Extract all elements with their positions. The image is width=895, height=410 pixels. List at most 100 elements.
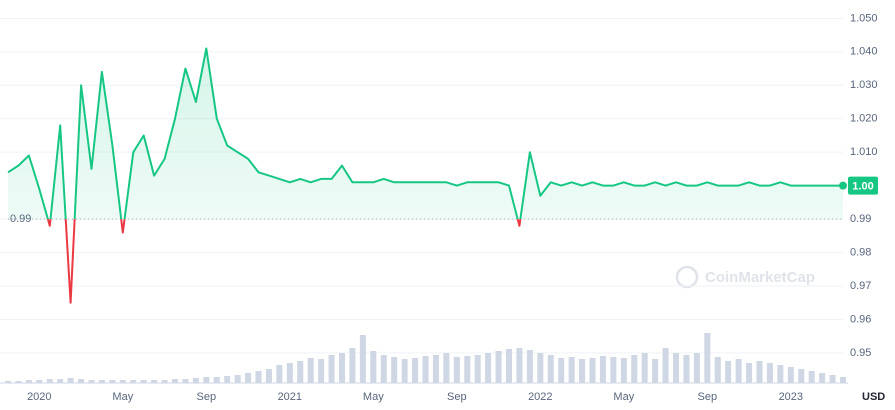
volume-bar: [829, 375, 836, 383]
x-tick-label: Sep: [447, 391, 467, 403]
volume-bar: [182, 379, 189, 383]
volume-bar: [735, 359, 742, 383]
watermark: CoinMarketCap: [675, 265, 815, 289]
volume-bar: [506, 349, 512, 383]
price-line: [7, 47, 843, 220]
volume-bar: [297, 361, 304, 383]
volume-bar: [161, 380, 168, 383]
volume-bar: [286, 363, 293, 383]
volume-bar: [683, 355, 690, 383]
volume-bar: [370, 351, 377, 383]
volume-bar: [130, 380, 137, 383]
current-dot: [839, 181, 847, 190]
volume-bar: [589, 358, 596, 383]
volume-bar: [25, 380, 32, 383]
volume-bar: [203, 377, 210, 383]
volume-bar: [88, 380, 95, 383]
volume-bar: [412, 358, 419, 383]
volume-bar: [558, 358, 565, 383]
y-tick-label: 1.010: [850, 146, 878, 158]
volume-bar: [516, 348, 523, 383]
volume-bar: [432, 355, 439, 383]
volume-bar: [526, 350, 533, 383]
volume-bar: [641, 353, 648, 383]
volume-bar: [46, 379, 53, 383]
volume-bar: [766, 363, 773, 383]
volume-bar: [276, 365, 283, 383]
current-price-label: 1.00: [852, 181, 873, 193]
volume-bar: [422, 356, 429, 383]
volume-bar: [265, 369, 272, 383]
volume-bar: [673, 353, 679, 383]
y-tick-label: 0.99: [850, 213, 871, 225]
y-tick-label: 1.050: [850, 12, 878, 24]
currency-label: USD: [862, 391, 885, 403]
volume-bar: [568, 357, 575, 383]
x-tick-label: 2021: [278, 391, 302, 403]
volume-bar: [495, 351, 502, 383]
watermark-text: CoinMarketCap: [705, 269, 815, 286]
volume-bar: [798, 369, 805, 383]
y-tick-label: 1.040: [850, 46, 878, 58]
y-tick-label: 0.98: [850, 246, 871, 258]
volume-bar: [339, 353, 345, 383]
volume-bar: [537, 353, 544, 383]
volume-bar: [610, 357, 617, 383]
volume-bar: [464, 356, 471, 383]
volume-bar: [119, 380, 126, 383]
volume-bar: [756, 361, 763, 383]
volume-bar: [234, 375, 241, 383]
volume-bar: [725, 361, 732, 383]
volume-bar: [380, 355, 387, 383]
volume-bar: [391, 357, 398, 383]
volume-bar: [693, 353, 700, 383]
y-tick-label: 0.97: [850, 280, 871, 292]
volume-bar: [631, 355, 638, 383]
x-tick-label: 2020: [27, 391, 51, 403]
volume-bar: [36, 380, 43, 383]
y-tick-label: 1.020: [850, 113, 878, 125]
volume-bar: [78, 379, 85, 383]
volume-bar: [819, 373, 826, 383]
volume-bar: [307, 358, 314, 383]
volume-bar: [67, 378, 74, 383]
volume-bar: [57, 379, 64, 383]
volume-bar: [579, 359, 586, 383]
volume-bar: [443, 353, 450, 383]
volume-bar: [192, 378, 199, 383]
volume-bar: [359, 335, 366, 383]
x-tick-label: 2023: [779, 391, 803, 403]
volume-bar: [224, 376, 231, 383]
volume-bar: [172, 379, 178, 383]
x-tick-label: Sep: [197, 391, 217, 403]
volume-bar: [599, 356, 606, 383]
volume-bar: [5, 381, 11, 383]
volume-bar: [485, 353, 492, 383]
volume-bar: [714, 357, 721, 383]
x-tick-label: May: [112, 391, 133, 403]
volume-bar: [808, 371, 815, 383]
current-price-box: [848, 176, 878, 195]
volume-bar: [777, 365, 784, 383]
volume-bar: [746, 363, 753, 383]
y-tick-label: 1.030: [850, 79, 878, 91]
x-tick-label: May: [363, 391, 384, 403]
volume-bar: [620, 358, 627, 383]
volume-bar: [840, 377, 846, 383]
volume-bar: [213, 377, 220, 383]
volume-bar: [652, 359, 659, 383]
volume-bar: [547, 355, 554, 383]
volume-bar: [245, 373, 252, 383]
volume-bar: [15, 381, 22, 383]
volume-bar: [109, 380, 116, 383]
volume-bar: [401, 359, 408, 383]
x-tick-label: May: [613, 391, 634, 403]
volume-bar: [140, 380, 147, 383]
volume-bar: [151, 380, 158, 383]
x-tick-label: 2022: [528, 391, 552, 403]
volume-bar: [453, 357, 460, 383]
volume-bar: [349, 348, 356, 383]
volume-bar: [328, 355, 335, 383]
volume-bar: [318, 359, 325, 383]
